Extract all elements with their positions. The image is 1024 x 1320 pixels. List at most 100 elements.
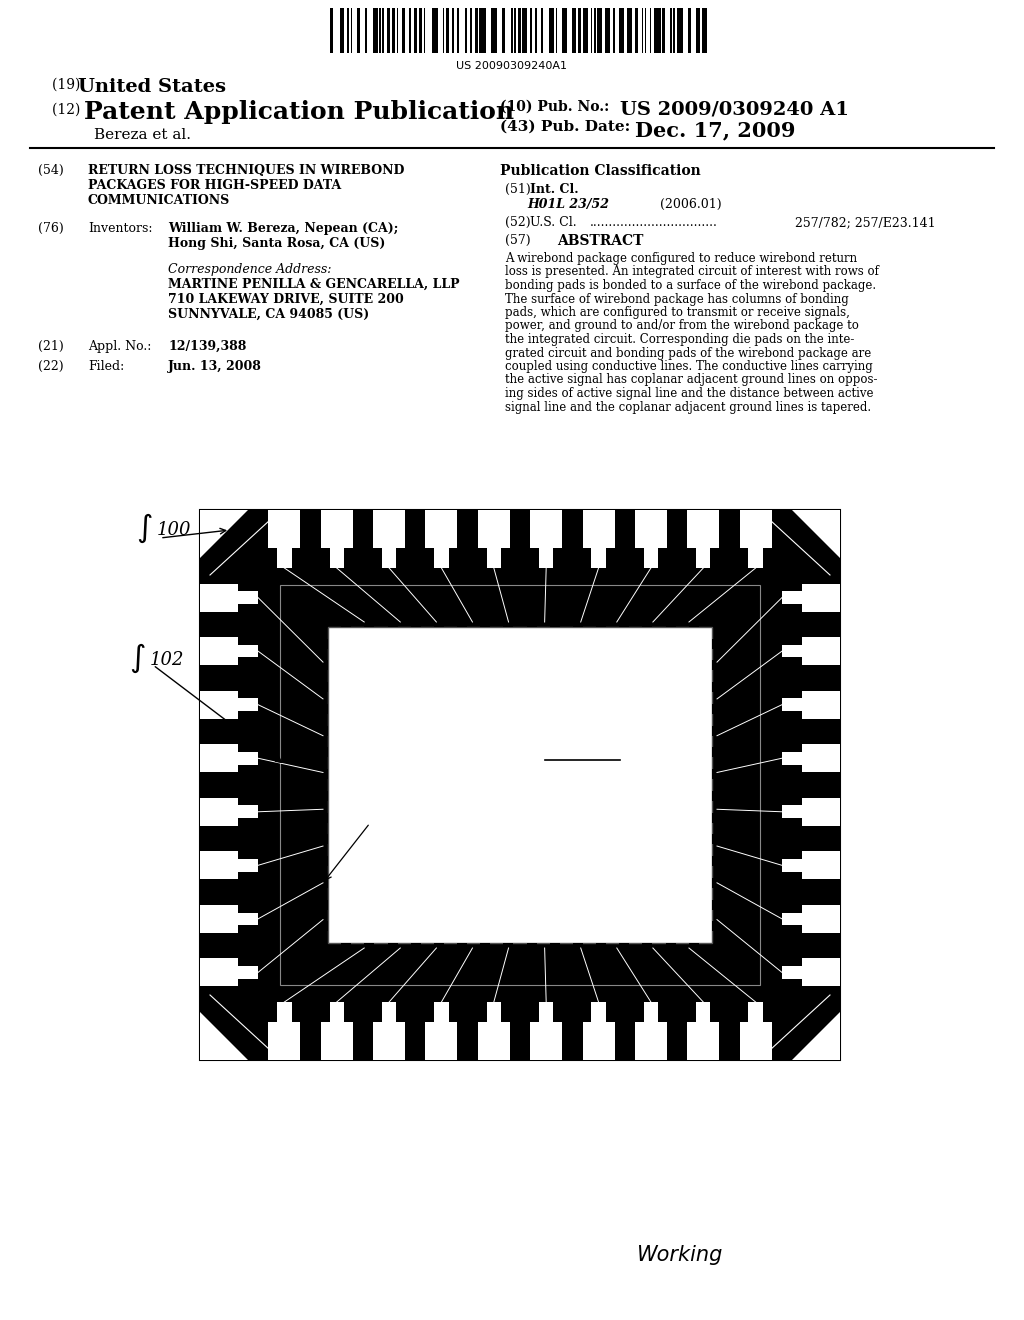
Bar [649,8,651,53]
Bar [687,510,719,548]
Bar [536,8,537,53]
Bar [318,726,328,735]
Bar [677,8,683,53]
Bar [382,548,396,568]
Text: U.S. Cl.: U.S. Cl. [530,216,577,228]
Bar [465,8,467,53]
Text: William W. Bereza, Nepean (CA);: William W. Bereza, Nepean (CA); [168,222,398,235]
Bar [573,942,583,953]
Bar [365,8,367,53]
Bar [475,8,478,53]
Bar [712,921,722,932]
Text: $\int$: $\int$ [136,511,153,545]
Bar [642,942,652,953]
Bar [666,616,676,627]
Bar [712,878,722,888]
Text: $\int$: $\int$ [129,642,146,675]
Bar [373,510,406,548]
Bar [318,791,328,801]
Text: bonding pads is bonded to a surface of the wirebond package.: bonding pads is bonded to a surface of t… [505,279,877,292]
Bar [702,8,707,53]
Bar [749,548,763,568]
Bar [480,942,490,953]
Bar [502,8,505,53]
Bar [739,510,772,548]
Bar [696,1002,711,1022]
Bar [373,8,378,53]
Bar [782,912,802,925]
Bar [642,616,652,627]
Text: (76): (76) [38,222,63,235]
Bar [200,906,238,933]
Bar [782,644,802,657]
Text: Dec. 17, 2009: Dec. 17, 2009 [635,120,796,140]
Bar [321,1022,352,1060]
Bar [802,851,840,879]
Bar [635,1022,667,1060]
Text: 106: 106 [373,807,404,824]
Bar [341,942,351,953]
Bar [695,8,700,53]
Text: US 2009/0309240 A1: US 2009/0309240 A1 [620,100,849,117]
Bar [782,805,802,818]
Bar [782,698,802,711]
Bar [379,8,381,53]
Bar [321,510,352,548]
Text: (22): (22) [38,360,63,374]
Bar [712,704,722,714]
Bar [802,690,840,718]
Bar [238,698,258,711]
Text: Correspondence Address:: Correspondence Address: [168,263,332,276]
Bar [387,8,390,53]
Text: (12): (12) [52,103,85,117]
Text: Patent Application Publication: Patent Application Publication [84,100,514,124]
Bar [635,510,667,548]
Text: 12/139,388: 12/139,388 [168,341,247,352]
Text: SUNNYVALE, CA 94085 (US): SUNNYVALE, CA 94085 (US) [168,308,370,321]
Bar [411,942,421,953]
Bar [644,1002,658,1022]
Bar [457,616,467,627]
Polygon shape [200,510,248,558]
Bar [318,682,328,692]
Text: the integrated circuit. Corresponding die pads on the inte-: the integrated circuit. Corresponding di… [505,333,854,346]
Bar [470,8,471,53]
Bar [347,8,349,53]
Bar [802,797,840,826]
Bar [268,1022,300,1060]
Bar [605,8,610,53]
Bar [387,616,397,627]
Text: 104: 104 [550,756,585,774]
Bar [556,8,557,53]
Text: 102: 102 [150,651,184,669]
Text: (2006.01): (2006.01) [660,198,722,211]
Text: (21): (21) [38,341,63,352]
Bar [712,899,722,909]
Bar [591,8,592,53]
Bar [712,834,722,845]
Bar [200,744,238,772]
Text: The surface of wirebond package has columns of bonding: The surface of wirebond package has colu… [505,293,849,305]
Bar [434,1002,449,1022]
Bar [318,639,328,648]
Bar [486,548,501,568]
Bar [504,616,513,627]
Bar [712,639,722,648]
Bar [238,591,258,603]
Bar [562,8,567,53]
Bar [330,8,333,53]
Bar [425,1022,458,1060]
Bar [200,851,238,879]
Bar [802,638,840,665]
Bar [712,726,722,735]
Bar [782,859,802,871]
Bar [526,942,537,953]
Bar [635,8,638,53]
Bar [578,8,582,53]
Bar [457,942,467,953]
Bar [238,859,258,871]
Bar [583,1022,614,1060]
Text: A wirebond package configured to reduce wirebond return: A wirebond package configured to reduce … [505,252,857,265]
Text: Appl. No.:: Appl. No.: [88,341,152,352]
Bar [424,8,425,53]
